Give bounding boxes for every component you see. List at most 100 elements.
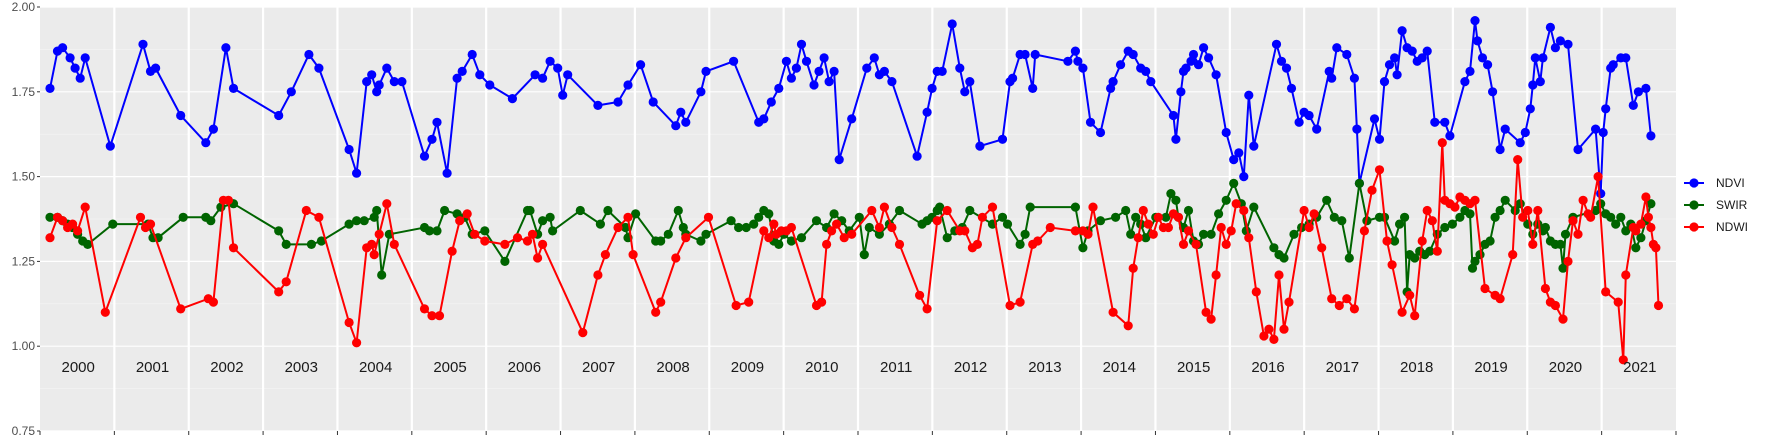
data-point bbox=[1126, 229, 1136, 239]
data-point bbox=[344, 317, 354, 328]
data-point bbox=[839, 233, 849, 243]
data-point bbox=[1274, 270, 1284, 280]
data-point bbox=[636, 60, 646, 70]
data-point bbox=[65, 53, 75, 63]
data-point bbox=[530, 70, 540, 80]
year-label: 2013 bbox=[1028, 359, 1061, 376]
year-label: 2004 bbox=[359, 359, 392, 376]
year-label: 2002 bbox=[210, 359, 243, 376]
data-point bbox=[1397, 26, 1407, 36]
data-point bbox=[774, 239, 784, 249]
data-point bbox=[1616, 212, 1626, 222]
data-point bbox=[1555, 36, 1565, 46]
data-point bbox=[201, 138, 211, 148]
data-point bbox=[1206, 314, 1216, 324]
data-point bbox=[1045, 222, 1055, 233]
data-point bbox=[1390, 53, 1400, 63]
data-point bbox=[538, 239, 548, 249]
data-point bbox=[1450, 202, 1460, 212]
data-point bbox=[1483, 60, 1493, 70]
data-point bbox=[374, 80, 384, 90]
data-point bbox=[427, 311, 437, 321]
data-point bbox=[1432, 246, 1442, 256]
data-point bbox=[1611, 219, 1621, 229]
data-point bbox=[545, 212, 555, 222]
data-point bbox=[304, 49, 314, 60]
data-point bbox=[1367, 185, 1377, 195]
data-point bbox=[1244, 233, 1254, 243]
data-point bbox=[1211, 270, 1221, 280]
data-point bbox=[651, 307, 661, 317]
data-point bbox=[960, 87, 970, 97]
data-point bbox=[1533, 205, 1543, 216]
data-point bbox=[703, 212, 714, 222]
data-point bbox=[45, 233, 55, 243]
data-point bbox=[1643, 212, 1653, 222]
data-point bbox=[701, 66, 711, 76]
data-point bbox=[58, 43, 68, 53]
data-point bbox=[1279, 253, 1289, 263]
data-point bbox=[1500, 195, 1510, 205]
data-point bbox=[796, 233, 807, 243]
data-point bbox=[1472, 36, 1483, 46]
data-point bbox=[1279, 324, 1289, 334]
data-point bbox=[1568, 216, 1578, 226]
data-point bbox=[1417, 236, 1427, 246]
data-point bbox=[791, 63, 802, 73]
data-point bbox=[352, 338, 362, 348]
data-point bbox=[1108, 77, 1118, 87]
data-point bbox=[754, 212, 764, 222]
data-point bbox=[1141, 233, 1151, 243]
data-point bbox=[1354, 178, 1364, 188]
data-point bbox=[301, 205, 311, 216]
data-point bbox=[1322, 195, 1332, 205]
data-point bbox=[1641, 83, 1651, 93]
data-point bbox=[1550, 43, 1560, 53]
data-point bbox=[73, 226, 83, 236]
data-point bbox=[80, 202, 90, 212]
data-point bbox=[656, 236, 666, 246]
series-layer bbox=[45, 16, 1664, 365]
y-axis: 0.75 1.00 1.25 1.50 1.75 2.00 bbox=[12, 0, 40, 438]
data-point bbox=[108, 219, 118, 229]
data-point bbox=[455, 216, 465, 226]
data-point bbox=[1005, 300, 1015, 311]
year-label: 2010 bbox=[805, 359, 838, 376]
data-point bbox=[1173, 212, 1183, 222]
data-point bbox=[419, 304, 430, 314]
data-point bbox=[1374, 134, 1385, 144]
data-point bbox=[1015, 297, 1025, 307]
data-point bbox=[1349, 304, 1359, 314]
data-point bbox=[1216, 222, 1226, 233]
data-point bbox=[1528, 239, 1538, 249]
data-point bbox=[1271, 39, 1282, 49]
data-point bbox=[314, 63, 324, 73]
data-point bbox=[922, 304, 932, 314]
data-point bbox=[935, 202, 945, 212]
data-point bbox=[681, 117, 691, 127]
data-point bbox=[1508, 250, 1518, 260]
data-point bbox=[352, 216, 362, 226]
year-label: 2014 bbox=[1103, 359, 1136, 376]
data-point bbox=[1653, 300, 1664, 311]
data-point bbox=[1520, 127, 1530, 138]
data-point bbox=[1221, 195, 1231, 205]
data-point bbox=[432, 226, 442, 236]
data-point bbox=[1028, 83, 1038, 93]
data-point bbox=[176, 110, 186, 121]
data-point bbox=[367, 70, 377, 80]
data-point bbox=[135, 212, 146, 222]
data-point bbox=[1633, 87, 1643, 97]
data-point bbox=[1374, 165, 1385, 175]
data-point bbox=[1427, 216, 1437, 226]
data-point bbox=[1183, 226, 1194, 236]
data-point bbox=[1440, 117, 1450, 127]
data-point bbox=[811, 216, 822, 226]
data-point bbox=[1606, 212, 1616, 222]
year-label: 2011 bbox=[880, 359, 912, 376]
data-point bbox=[628, 250, 638, 260]
data-point bbox=[827, 226, 837, 236]
data-point bbox=[862, 63, 872, 73]
year-label: 2003 bbox=[285, 359, 318, 376]
data-point bbox=[1495, 205, 1505, 216]
